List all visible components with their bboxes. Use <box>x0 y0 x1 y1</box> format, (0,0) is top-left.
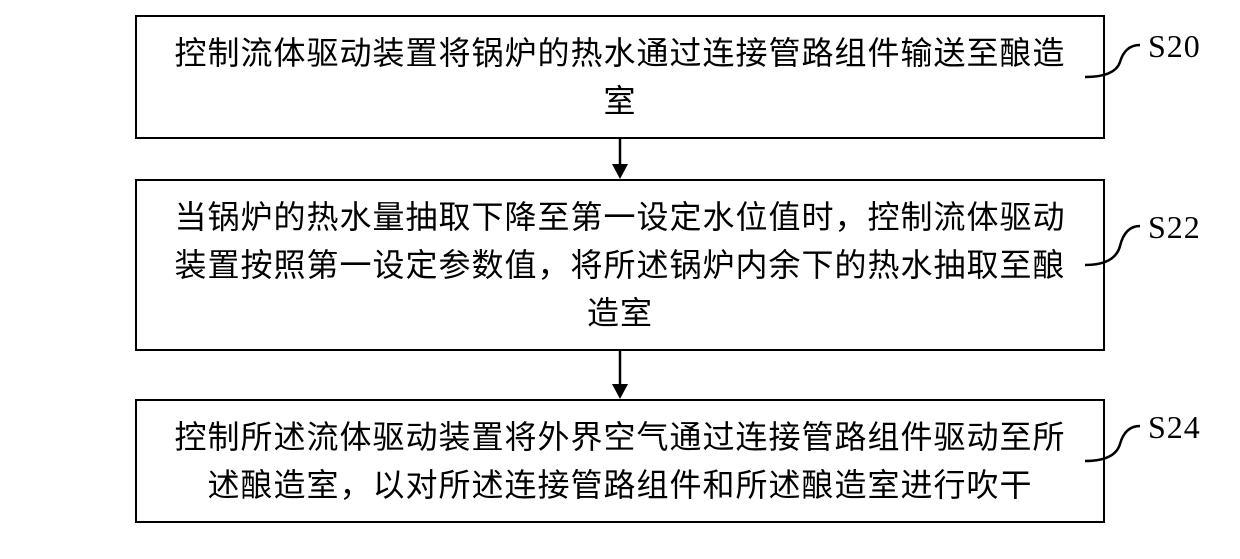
label-connector-s20: S20 <box>1080 27 1200 127</box>
flowchart-row-2: 控制所述流体驱动装置将外界空气通过连接管路组件驱动至所述酿造室，以对所述连接管路… <box>60 399 1180 523</box>
step-text: 控制流体驱动装置将锅炉的热水通过连接管路组件输送至酿造室 <box>165 29 1075 125</box>
step-box-s20: 控制流体驱动装置将锅炉的热水通过连接管路组件输送至酿造室 <box>135 15 1105 139</box>
flowchart-row-1: 当锅炉的热水量抽取下降至第一设定水位值时，控制流体驱动装置按照第一设定参数值，将… <box>60 179 1180 351</box>
step-label: S24 <box>1148 409 1200 445</box>
step-box-s24: 控制所述流体驱动装置将外界空气通过连接管路组件驱动至所述酿造室，以对所述连接管路… <box>135 399 1105 523</box>
arrow-down-icon <box>605 139 635 179</box>
arrow-down-icon <box>605 351 635 399</box>
arrow-container-0 <box>135 139 1105 179</box>
label-connector-s24: S24 <box>1080 406 1200 516</box>
arrow-container-1 <box>135 351 1105 399</box>
step-label: S22 <box>1148 209 1200 245</box>
step-text: 控制所述流体驱动装置将外界空气通过连接管路组件驱动至所述酿造室，以对所述连接管路… <box>165 413 1075 509</box>
step-text: 当锅炉的热水量抽取下降至第一设定水位值时，控制流体驱动装置按照第一设定参数值，将… <box>165 193 1075 337</box>
flowchart-container: 控制流体驱动装置将锅炉的热水通过连接管路组件输送至酿造室 S20 当锅炉的热水量… <box>60 15 1180 523</box>
flowchart-row-0: 控制流体驱动装置将锅炉的热水通过连接管路组件输送至酿造室 S20 <box>60 15 1180 139</box>
label-connector-s22: S22 <box>1080 188 1200 343</box>
step-box-s22: 当锅炉的热水量抽取下降至第一设定水位值时，控制流体驱动装置按照第一设定参数值，将… <box>135 179 1105 351</box>
step-label: S20 <box>1148 28 1200 64</box>
